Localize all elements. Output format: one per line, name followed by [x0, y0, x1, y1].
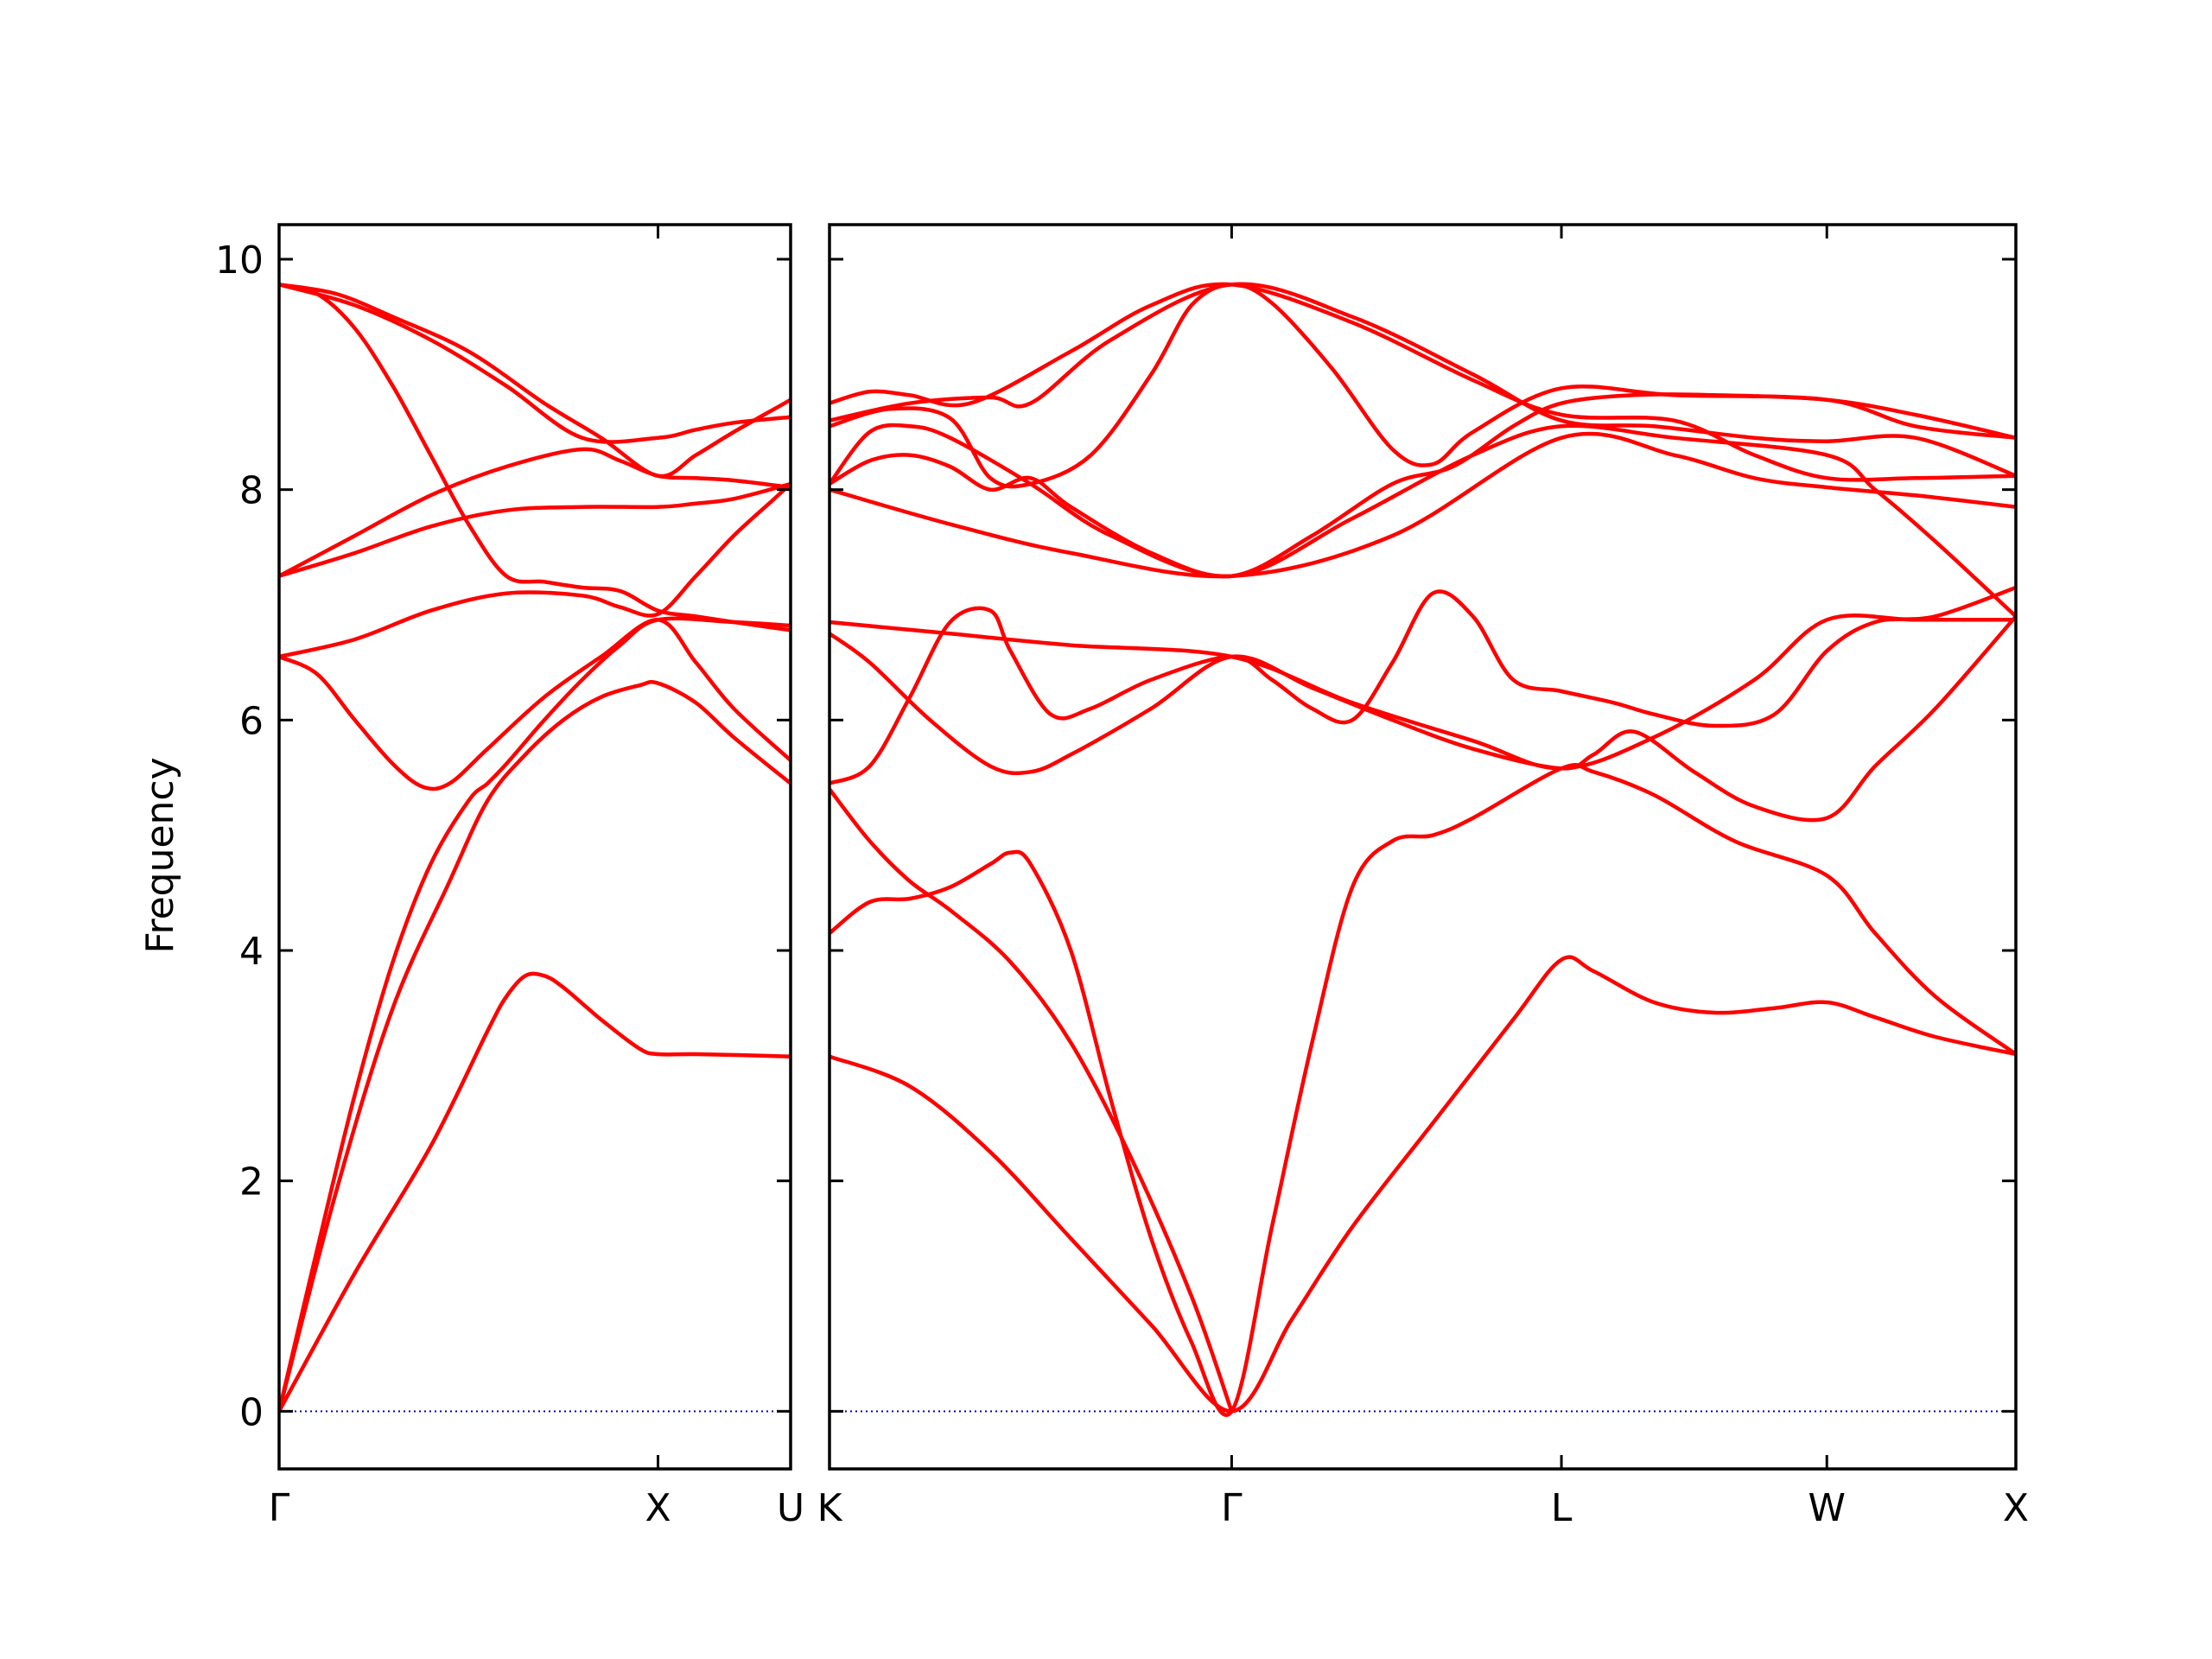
band-line-4 [830, 585, 2016, 785]
band-line-6 [279, 481, 791, 578]
x-tick-label: Γ [269, 1486, 290, 1530]
x-tick-label: X [645, 1486, 671, 1530]
band-line-7 [279, 447, 791, 578]
band-line-2 [830, 763, 2016, 1417]
band-line-12 [830, 282, 2016, 482]
x-tick-label: L [1551, 1486, 1573, 1530]
band-line-9 [279, 283, 791, 444]
band-curves [830, 282, 2016, 1417]
x-tick-label: W [1808, 1486, 1846, 1530]
y-tick-label: 6 [239, 699, 264, 743]
band-line-9 [830, 423, 2016, 619]
band-line-4 [279, 618, 791, 791]
band-line-10 [279, 283, 791, 479]
x-tick-label: X [2003, 1486, 2029, 1530]
band-curves [279, 283, 791, 1414]
band-line-11 [830, 282, 2016, 478]
y-tick-label: 4 [239, 930, 264, 974]
band-line-3 [279, 616, 791, 1414]
x-tick-label: U [777, 1486, 804, 1530]
band-line-2 [279, 680, 791, 1414]
y-tick-label: 0 [239, 1390, 264, 1434]
panel-frame [828, 223, 2018, 1471]
band-line-1 [279, 971, 791, 1414]
y-tick-label: 2 [239, 1160, 264, 1205]
y-axis-label: Frequency [138, 757, 182, 953]
panel-frame [277, 223, 792, 1471]
y-tick-label: 10 [215, 238, 264, 283]
band-line-6 [830, 613, 2016, 771]
band-line-5 [830, 614, 2016, 823]
band-line-8 [279, 283, 791, 632]
band-line-7 [830, 431, 2016, 579]
band-line-1 [830, 955, 2016, 1414]
chart-panels: 0 2 4 6 8 10 Γ X U K Γ L W X [215, 223, 2029, 1530]
panel-1: 0 2 4 6 8 10 Γ X U [215, 223, 804, 1530]
band-line-5 [279, 481, 791, 659]
x-tick-label: Γ [1221, 1486, 1243, 1530]
band-line-3 [830, 787, 1234, 1414]
y-tick-label: 8 [239, 469, 264, 513]
x-tick-label: K [817, 1486, 843, 1530]
band-line-10 [830, 283, 2016, 489]
